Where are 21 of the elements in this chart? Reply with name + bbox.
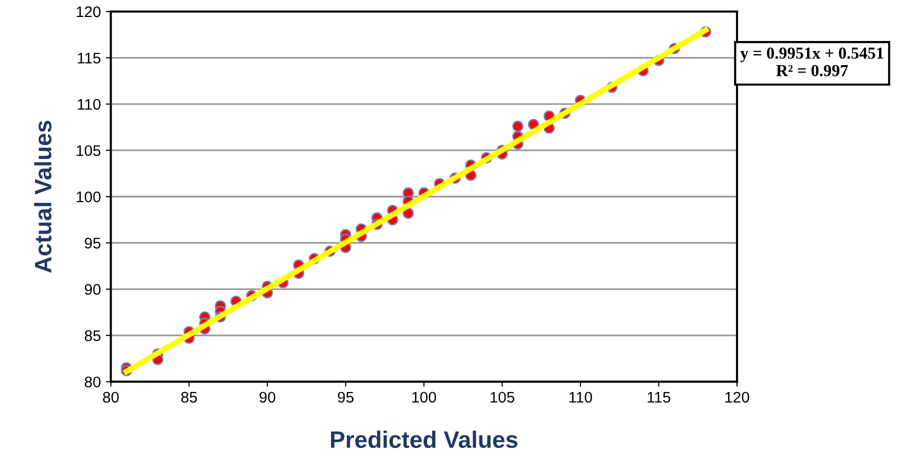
x-tick-label: 90	[260, 392, 276, 403]
y-tick-label: 85	[84, 330, 100, 342]
y-tick-label: 110	[78, 98, 101, 110]
x-tick-label: 85	[181, 392, 197, 403]
x-tick-label: 110	[569, 392, 592, 403]
y-tick-label: 120	[76, 6, 101, 18]
x-tick-label: 95	[338, 392, 354, 403]
y-tick-label: 115	[78, 52, 100, 64]
x-tick-label: 120	[725, 392, 750, 403]
y-axis-title: Actual Values	[34, 120, 52, 273]
x-tick-label: 115	[648, 392, 670, 403]
y-tick-label: 100	[76, 191, 101, 202]
x-tick-label: 80	[102, 392, 119, 403]
y-tick-label: 95	[84, 238, 100, 249]
y-tick-label: 105	[76, 145, 100, 156]
y-tick-label: 80	[84, 376, 101, 388]
x-tick-label: 100	[412, 392, 436, 403]
x-tick-label: 105	[490, 392, 514, 403]
text: y = 0.9951x + 0.5451 R² = 0.997	[740, 48, 884, 76]
x-axis-title: Predicted Values	[331, 430, 518, 448]
y-tick-label: 90	[84, 284, 101, 295]
